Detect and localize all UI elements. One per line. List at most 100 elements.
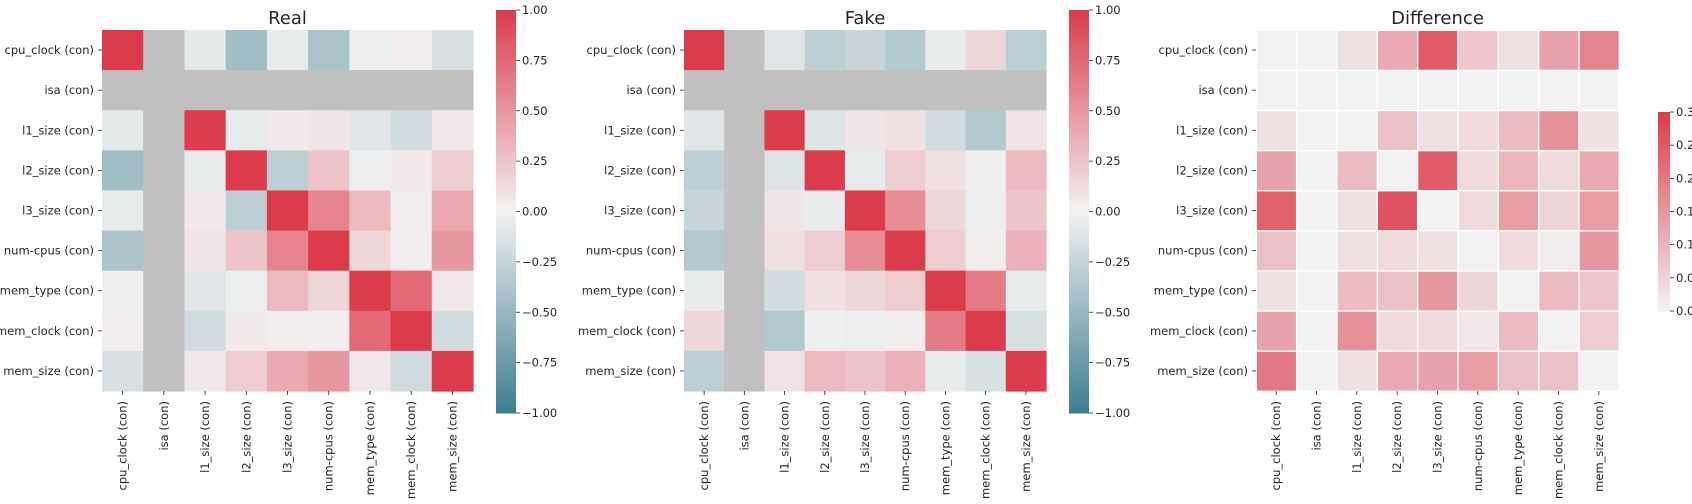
real-cell-r5-c4 [266, 230, 309, 272]
real-colorbar-segment-13 [496, 62, 516, 67]
fake-colorbar-segment-95 [1069, 392, 1089, 398]
difference-cell-r5-c2 [1337, 231, 1377, 271]
difference-colorbar-segment-35 [1658, 181, 1670, 185]
difference-colorbar-segment-79 [1658, 269, 1670, 272]
real-colorbar-segment-97 [496, 400, 516, 406]
difference-colorbar-segment-59 [1658, 229, 1670, 232]
fake-ytick-label-5: num-cpus (con) [586, 244, 676, 258]
difference-cell-r5-c3 [1378, 231, 1417, 271]
fake-colorbar-segment-27 [1069, 118, 1089, 124]
difference-colorbar-segment-88 [1658, 287, 1670, 290]
fake-colorbar-segment-0 [1069, 10, 1089, 15]
difference-cell-r1-c0 [1257, 71, 1296, 110]
real-colorbar-segment-64 [496, 267, 516, 273]
difference-cell-r4-c3 [1378, 191, 1417, 231]
difference-cell-r2-c1 [1297, 111, 1337, 150]
real-xtick-label-8: mem_size (con) [445, 401, 459, 492]
difference-cell-r8-c8 [1579, 351, 1619, 391]
fake-cell-r1-c7 [965, 70, 1007, 111]
fake-colorbar-segment-6 [1069, 34, 1089, 39]
real-cell-r2-c7 [390, 110, 433, 151]
fake-colorbar-segment-11 [1069, 54, 1089, 59]
fake-cell-r1-c0 [684, 70, 725, 111]
difference-cell-r6-c2 [1337, 271, 1377, 311]
real-colorbar-segment-70 [496, 292, 516, 297]
real-colorbar-segment-55 [496, 231, 516, 237]
fake-colorbar-segment-73 [1069, 304, 1089, 309]
difference-cell-r1-c7 [1539, 71, 1579, 110]
fake-cell-r6-c1 [724, 270, 766, 312]
real-colorbar-segment-63 [496, 263, 516, 269]
real-xtick-label-2: l1_size (con) [198, 401, 212, 473]
real-cell-r2-c1 [143, 110, 186, 151]
fake-colorbar-segment-24 [1069, 106, 1089, 112]
difference-colorbar-segment-1 [1658, 113, 1670, 117]
difference-cell-r2-c0 [1257, 111, 1296, 150]
difference-colorbar-segment-3 [1658, 117, 1670, 121]
difference-xtick-label-3: l2_size (con) [1390, 401, 1404, 473]
real-colorbar-segment-69 [496, 288, 516, 293]
difference-cell-r7-c8 [1579, 311, 1619, 351]
fake-colorbar-segment-14 [1069, 66, 1089, 71]
real-cell-r6-c4 [266, 270, 309, 312]
fake-colorbar-segment-18 [1069, 82, 1089, 88]
real-cell-r7-c1 [143, 310, 186, 352]
fake-cell-r0-c5 [885, 30, 926, 71]
difference-ytick-label-4: l3_size (con) [1176, 204, 1248, 218]
fake-colorbar-segment-96 [1069, 396, 1089, 402]
fake-cell-r7-c8 [1005, 310, 1047, 352]
difference-colorbar-segment-4 [1658, 119, 1670, 123]
difference-cell-r4-c1 [1297, 191, 1337, 231]
real-cell-r3-c2 [184, 150, 227, 192]
fake-colorbar-segment-79 [1069, 328, 1089, 333]
real-ytick-label-2: l1_size (con) [22, 123, 94, 137]
real-cell-r5-c1 [143, 230, 186, 272]
fake-colorbar-segment-3 [1069, 22, 1089, 27]
difference-colorbar-segment-90 [1658, 291, 1670, 294]
fake-colorbar-segment-91 [1069, 376, 1089, 382]
real-colorbar-segment-7 [496, 38, 516, 43]
real-colorbar-segment-22 [496, 98, 516, 104]
difference-colorbar-tick-label-5: 0.05 [1676, 271, 1692, 285]
fake-colorbar-segment-20 [1069, 90, 1089, 96]
real-colorbar-segment-94 [496, 388, 516, 394]
difference-colorbar-segment-48 [1658, 207, 1670, 211]
real-colorbar-segment-74 [496, 308, 516, 313]
difference-cell-r7-c0 [1257, 311, 1296, 351]
real-colorbar-segment-62 [496, 259, 516, 265]
fake-colorbar-segment-88 [1069, 364, 1089, 370]
real-colorbar-segment-71 [496, 296, 516, 301]
real-cell-r5-c7 [390, 230, 433, 272]
real-colorbar-segment-82 [496, 340, 516, 345]
real-cell-r4-c7 [390, 190, 433, 232]
difference-cell-r0-c0 [1257, 31, 1296, 70]
real-colorbar-segment-90 [496, 372, 516, 378]
difference-colorbar-tick-label-3: 0.15 [1676, 205, 1692, 219]
fake-colorbar-segment-41 [1069, 175, 1089, 180]
difference-colorbar-tick-label-6: 0.00 [1676, 304, 1692, 318]
fake-colorbar-segment-69 [1069, 288, 1089, 293]
real-colorbar-segment-35 [496, 151, 516, 156]
real-colorbar-segment-34 [496, 147, 516, 152]
difference-colorbar-segment-15 [1658, 141, 1670, 145]
real-cell-r5-c0 [102, 230, 144, 272]
real-colorbar-segment-9 [496, 46, 516, 51]
fake-cell-r3-c5 [885, 150, 926, 192]
real-colorbar-segment-61 [496, 255, 516, 261]
difference-cell-r6-c6 [1499, 271, 1538, 311]
difference-colorbar-segment-78 [1658, 267, 1670, 270]
difference-colorbar-segment-2 [1658, 115, 1670, 119]
real-cell-r2-c3 [225, 110, 268, 151]
difference-ytick-label-8: mem_size (con) [1157, 364, 1248, 378]
real-cell-r4-c4 [266, 190, 309, 232]
real-cell-r8-c2 [184, 350, 227, 392]
real-xtick-label-0: cpu_clock (con) [116, 401, 130, 490]
difference-cell-r1-c2 [1337, 71, 1377, 110]
fake-colorbar-segment-54 [1069, 227, 1089, 233]
real-colorbar-segment-60 [496, 251, 516, 257]
difference-cell-r0-c7 [1539, 31, 1579, 70]
difference-colorbar-segment-99 [1658, 309, 1670, 312]
fake-colorbar-tick-label-2: 0.50 [1095, 104, 1121, 118]
fake-colorbar-segment-39 [1069, 167, 1089, 172]
fake-ytick-label-2: l1_size (con) [604, 123, 676, 137]
